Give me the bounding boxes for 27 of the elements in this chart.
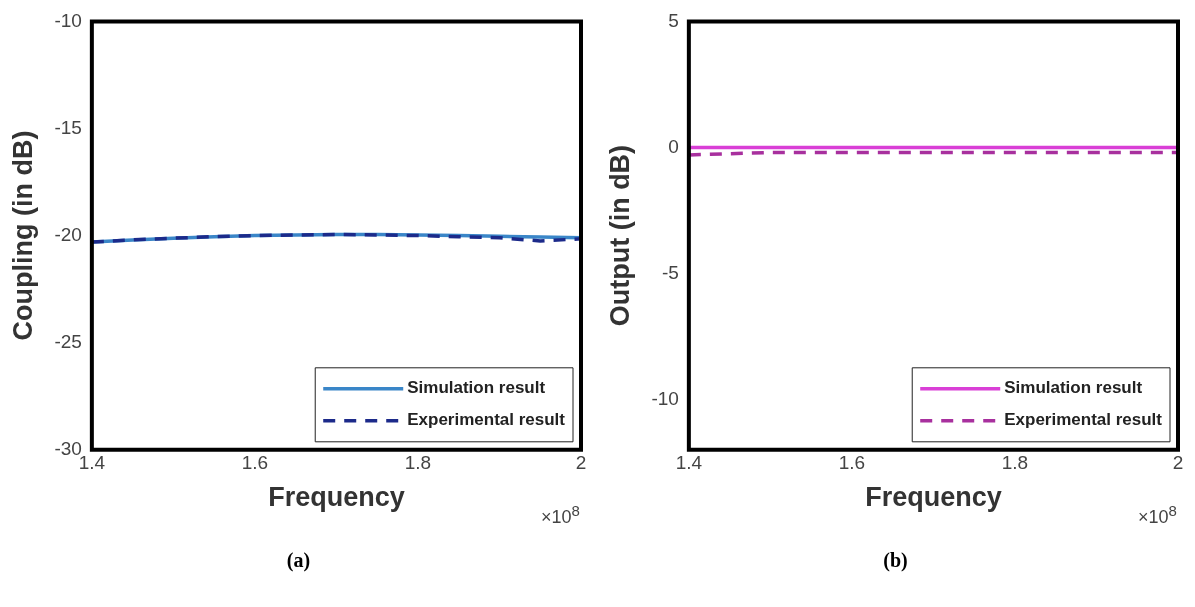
y-tick-label: -15 [54,116,82,138]
y-tick-label: -20 [54,223,82,245]
y-tick-label: -10 [54,9,82,31]
x-tick-label: 1.8 [404,452,432,474]
text: ×10$^{8}$ [1138,501,1177,528]
x-tick-label: 2 [575,452,587,474]
text: ×10$^{8}$ [541,501,580,528]
x-axis-title: Frequency [865,482,1002,513]
x-axis-title: Frequency [268,482,405,513]
y-tick-label: -10 [651,387,679,409]
legend-label: Experimental result [407,410,566,430]
x-tick-label: 1.6 [241,452,269,474]
y-axis-title: Coupling (in dB) [7,130,38,341]
x-tick-label: 2 [1172,452,1184,474]
legend-label: Simulation result [1004,378,1143,398]
y-tick-label: -5 [661,261,679,283]
y-tick-label: 0 [668,135,679,157]
legend-label: Experimental result [1004,410,1163,430]
y-axis-title: Output (in dB) [604,144,635,327]
text: (a) [285,549,312,572]
text: (b) [882,549,909,572]
x-tick-label: 1.6 [838,452,866,474]
legend-label: Simulation result [407,378,546,398]
x-tick-label: 1.8 [1001,452,1029,474]
x-tick-label: 1.4 [675,452,703,474]
y-tick-label: 5 [668,9,679,31]
y-tick-label: -25 [54,330,82,352]
